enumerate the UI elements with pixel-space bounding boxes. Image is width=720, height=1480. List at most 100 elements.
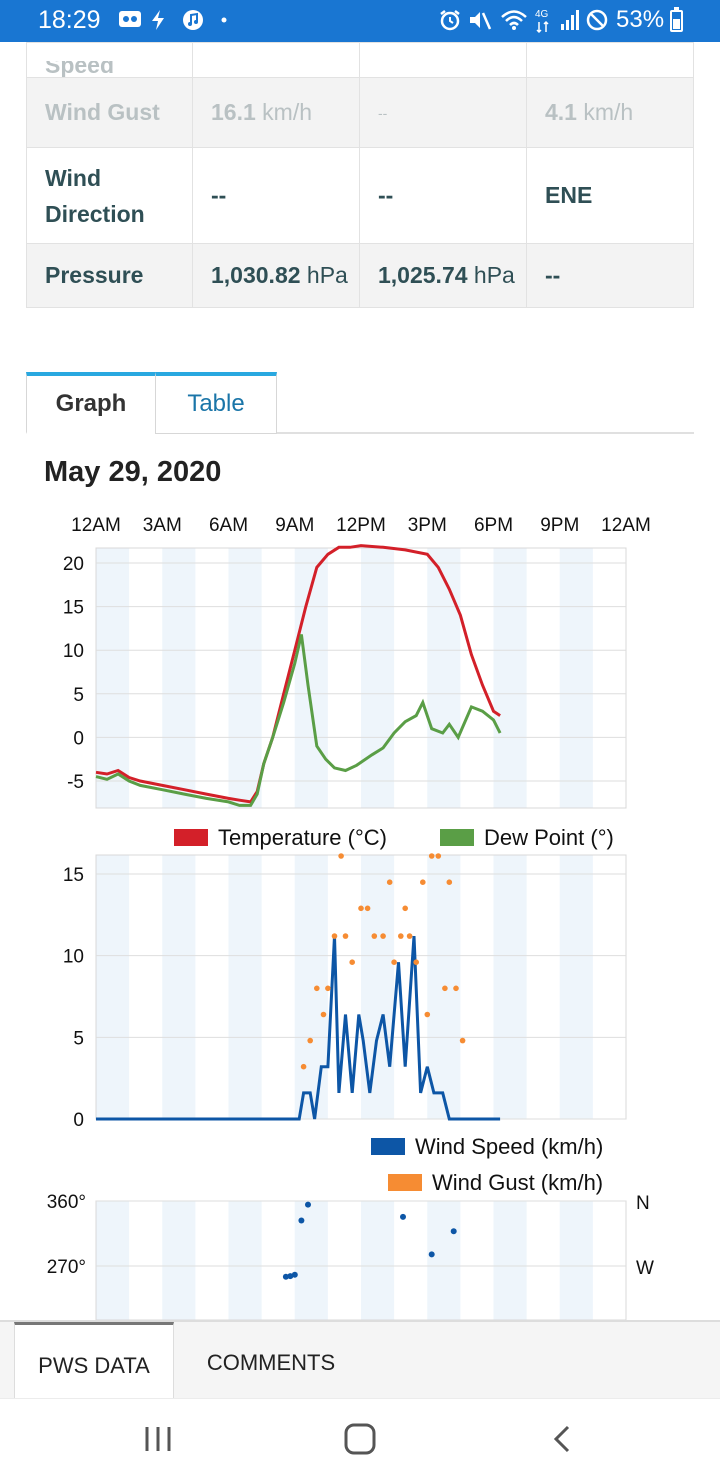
x-tick-label: 9AM	[275, 515, 314, 536]
wind-gust-point	[331, 933, 338, 939]
wind-gust-point	[325, 985, 331, 992]
wind-direction-high: --	[192, 147, 360, 244]
wind-panel-band	[294, 855, 328, 1119]
wind-panel-band	[493, 855, 527, 1119]
wind-gust-point	[386, 879, 393, 885]
wind-gust-point	[453, 985, 459, 992]
wind-direction-point	[287, 1273, 294, 1280]
direction-panel-band	[96, 1201, 130, 1320]
wind-panel-band	[96, 855, 130, 1119]
pressure-low: 1,025.74 hPa	[359, 243, 527, 308]
tab-table[interactable]: Table	[155, 372, 277, 434]
table-row: Wind Gust 16.1 km/h -- 4.1 km/h	[26, 77, 694, 148]
x-tick-label: 6PM	[474, 515, 513, 536]
tab-graph[interactable]: Graph	[26, 372, 156, 434]
x-tick-label: 12AM	[601, 515, 651, 536]
wind-gust-point	[320, 1011, 327, 1018]
temp-y-tick-label: 10	[63, 641, 84, 662]
wind-direction-point	[305, 1201, 311, 1208]
wind-gust-point	[380, 933, 386, 939]
view-tabs: Graph Table	[26, 372, 694, 434]
wind-gust-point	[364, 905, 371, 912]
wind-panel-band	[228, 855, 262, 1119]
wind-gust-point	[402, 905, 409, 912]
status-time: 18:29	[38, 6, 101, 34]
direction-panel-band	[427, 1201, 461, 1320]
direction-panel-band	[493, 1201, 527, 1320]
temp-y-tick-label: 20	[63, 554, 84, 575]
wind-y-tick-label: 0	[73, 1110, 84, 1131]
weather-summary-table: Speed Wind Gust 16.1 km/h -- 4.1 km/h Wi…	[26, 42, 694, 308]
x-tick-label: 12AM	[71, 515, 121, 536]
wind-y-tick-label: 10	[63, 947, 84, 968]
wind-gust-point	[342, 933, 349, 939]
legend-label-wind-speed: Wind Speed (km/h)	[415, 1134, 603, 1159]
wifi-icon	[500, 9, 528, 36]
wind-gust-point	[413, 959, 420, 965]
table-row: Wind Direction -- -- ENE	[26, 147, 694, 244]
x-tick-label: 12PM	[336, 515, 386, 536]
row-label-wind-direction: Wind Direction	[26, 147, 193, 244]
lte-icon: 4G	[535, 8, 551, 37]
recent-apps-button[interactable]	[136, 1419, 180, 1459]
legend-label-dew-point: Dew Point (°)	[484, 825, 614, 850]
pressure-high: 1,030.82 hPa	[192, 243, 360, 308]
wind-panel-band	[559, 855, 593, 1119]
wind-gust-low: 4.1 km/h	[526, 77, 694, 148]
legend-label-temperature: Temperature (°C)	[218, 825, 387, 850]
wind-gust-point	[358, 905, 364, 912]
temp-panel-band	[493, 548, 527, 808]
charging-icon	[150, 9, 166, 36]
pressure-avg: --	[526, 243, 694, 308]
wind-gust-point	[442, 985, 448, 992]
temp-y-tick-label: 0	[73, 728, 84, 749]
recent-apps-icon	[145, 1427, 171, 1451]
battery-percent: 53%	[616, 6, 665, 33]
direction-compass-label: W	[636, 1258, 654, 1279]
direction-panel-band	[559, 1201, 593, 1320]
x-tick-label: 6AM	[209, 515, 248, 536]
wind-y-tick-label: 15	[63, 865, 84, 886]
dew-point-line	[95, 634, 502, 807]
row-label-wind-gust: Wind Gust	[26, 77, 193, 148]
direction-panel-band	[162, 1201, 196, 1320]
weather-charts: 12AM 3AM 6AM 9AM 12PM 3PM 6PM 9PM 12AM 20 15 10 5 0 -5…	[47, 515, 654, 1320]
signal-icon	[560, 9, 582, 36]
home-icon	[344, 1423, 376, 1455]
table-row: Speed	[26, 42, 694, 78]
wind-direction-point	[291, 1271, 298, 1278]
temp-y-tick-label: 5	[73, 685, 84, 706]
wind-panel-band	[361, 855, 395, 1119]
wind-gust-point	[391, 959, 397, 965]
wind-gust-point	[371, 933, 378, 939]
x-tick-label: 3PM	[408, 515, 447, 536]
wind-direction-avg: --	[359, 147, 527, 244]
wind-gust-high: 16.1 km/h	[192, 77, 360, 148]
temp-panel-band	[228, 548, 262, 808]
tab-pws-data[interactable]: PWS DATA	[14, 1322, 174, 1400]
dnd-icon	[586, 9, 608, 36]
temp-y-tick-label: -5	[67, 772, 84, 793]
wind-direction-point	[400, 1213, 406, 1220]
wind-direction-point	[428, 1251, 435, 1258]
direction-y-tick-label: 270°	[47, 1257, 86, 1278]
bottom-tab-bar: PWS DATA COMMENTS	[0, 1320, 720, 1400]
back-button[interactable]	[540, 1419, 584, 1459]
wind-gust-point	[446, 879, 453, 885]
wind-panel-band	[162, 855, 196, 1119]
direction-panel-band	[228, 1201, 262, 1320]
wind-gust-point	[314, 985, 320, 992]
legend-swatch-wind-gust	[388, 1174, 422, 1191]
wind-gust-point	[406, 933, 413, 939]
tab-comments[interactable]: COMMENTS	[206, 1350, 336, 1375]
direction-compass-label: N	[636, 1193, 650, 1214]
home-button[interactable]	[338, 1419, 382, 1459]
temp-panel-band	[361, 548, 395, 808]
wind-gust-point	[338, 853, 344, 859]
wind-direction-point	[282, 1273, 289, 1280]
svg-text:4G: 4G	[535, 9, 549, 20]
row-label-pressure: Pressure	[26, 243, 193, 308]
wind-speed-line	[96, 935, 501, 1121]
system-nav-bar	[0, 1398, 720, 1480]
x-tick-label: 9PM	[540, 515, 579, 536]
